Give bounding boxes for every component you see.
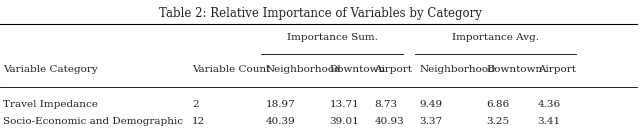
Text: 12: 12 (192, 117, 205, 126)
Text: Neighborhood: Neighborhood (419, 65, 495, 74)
Text: 2: 2 (192, 100, 198, 109)
Text: Importance Avg.: Importance Avg. (452, 33, 539, 42)
Text: 6.86: 6.86 (486, 100, 509, 109)
Text: Downtown: Downtown (330, 65, 386, 74)
Text: 39.01: 39.01 (330, 117, 359, 126)
Text: Importance Sum.: Importance Sum. (287, 33, 378, 42)
Text: 40.93: 40.93 (374, 117, 404, 126)
Text: Socio-Economic and Demographic: Socio-Economic and Demographic (3, 117, 183, 126)
Text: 3.41: 3.41 (538, 117, 561, 126)
Text: 18.97: 18.97 (266, 100, 295, 109)
Text: Travel Impedance: Travel Impedance (3, 100, 98, 109)
Text: Airport: Airport (538, 65, 575, 74)
Text: Downtown: Downtown (486, 65, 543, 74)
Text: Neighborhood: Neighborhood (266, 65, 341, 74)
Text: Variable Category: Variable Category (3, 65, 98, 74)
Text: 13.71: 13.71 (330, 100, 359, 109)
Text: Variable Count: Variable Count (192, 65, 270, 74)
Text: 3.37: 3.37 (419, 117, 442, 126)
Text: 3.25: 3.25 (486, 117, 509, 126)
Text: 4.36: 4.36 (538, 100, 561, 109)
Text: 8.73: 8.73 (374, 100, 397, 109)
Text: 40.39: 40.39 (266, 117, 295, 126)
Text: 9.49: 9.49 (419, 100, 442, 109)
Text: Table 2: Relative Importance of Variables by Category: Table 2: Relative Importance of Variable… (159, 7, 481, 20)
Text: Airport: Airport (374, 65, 412, 74)
